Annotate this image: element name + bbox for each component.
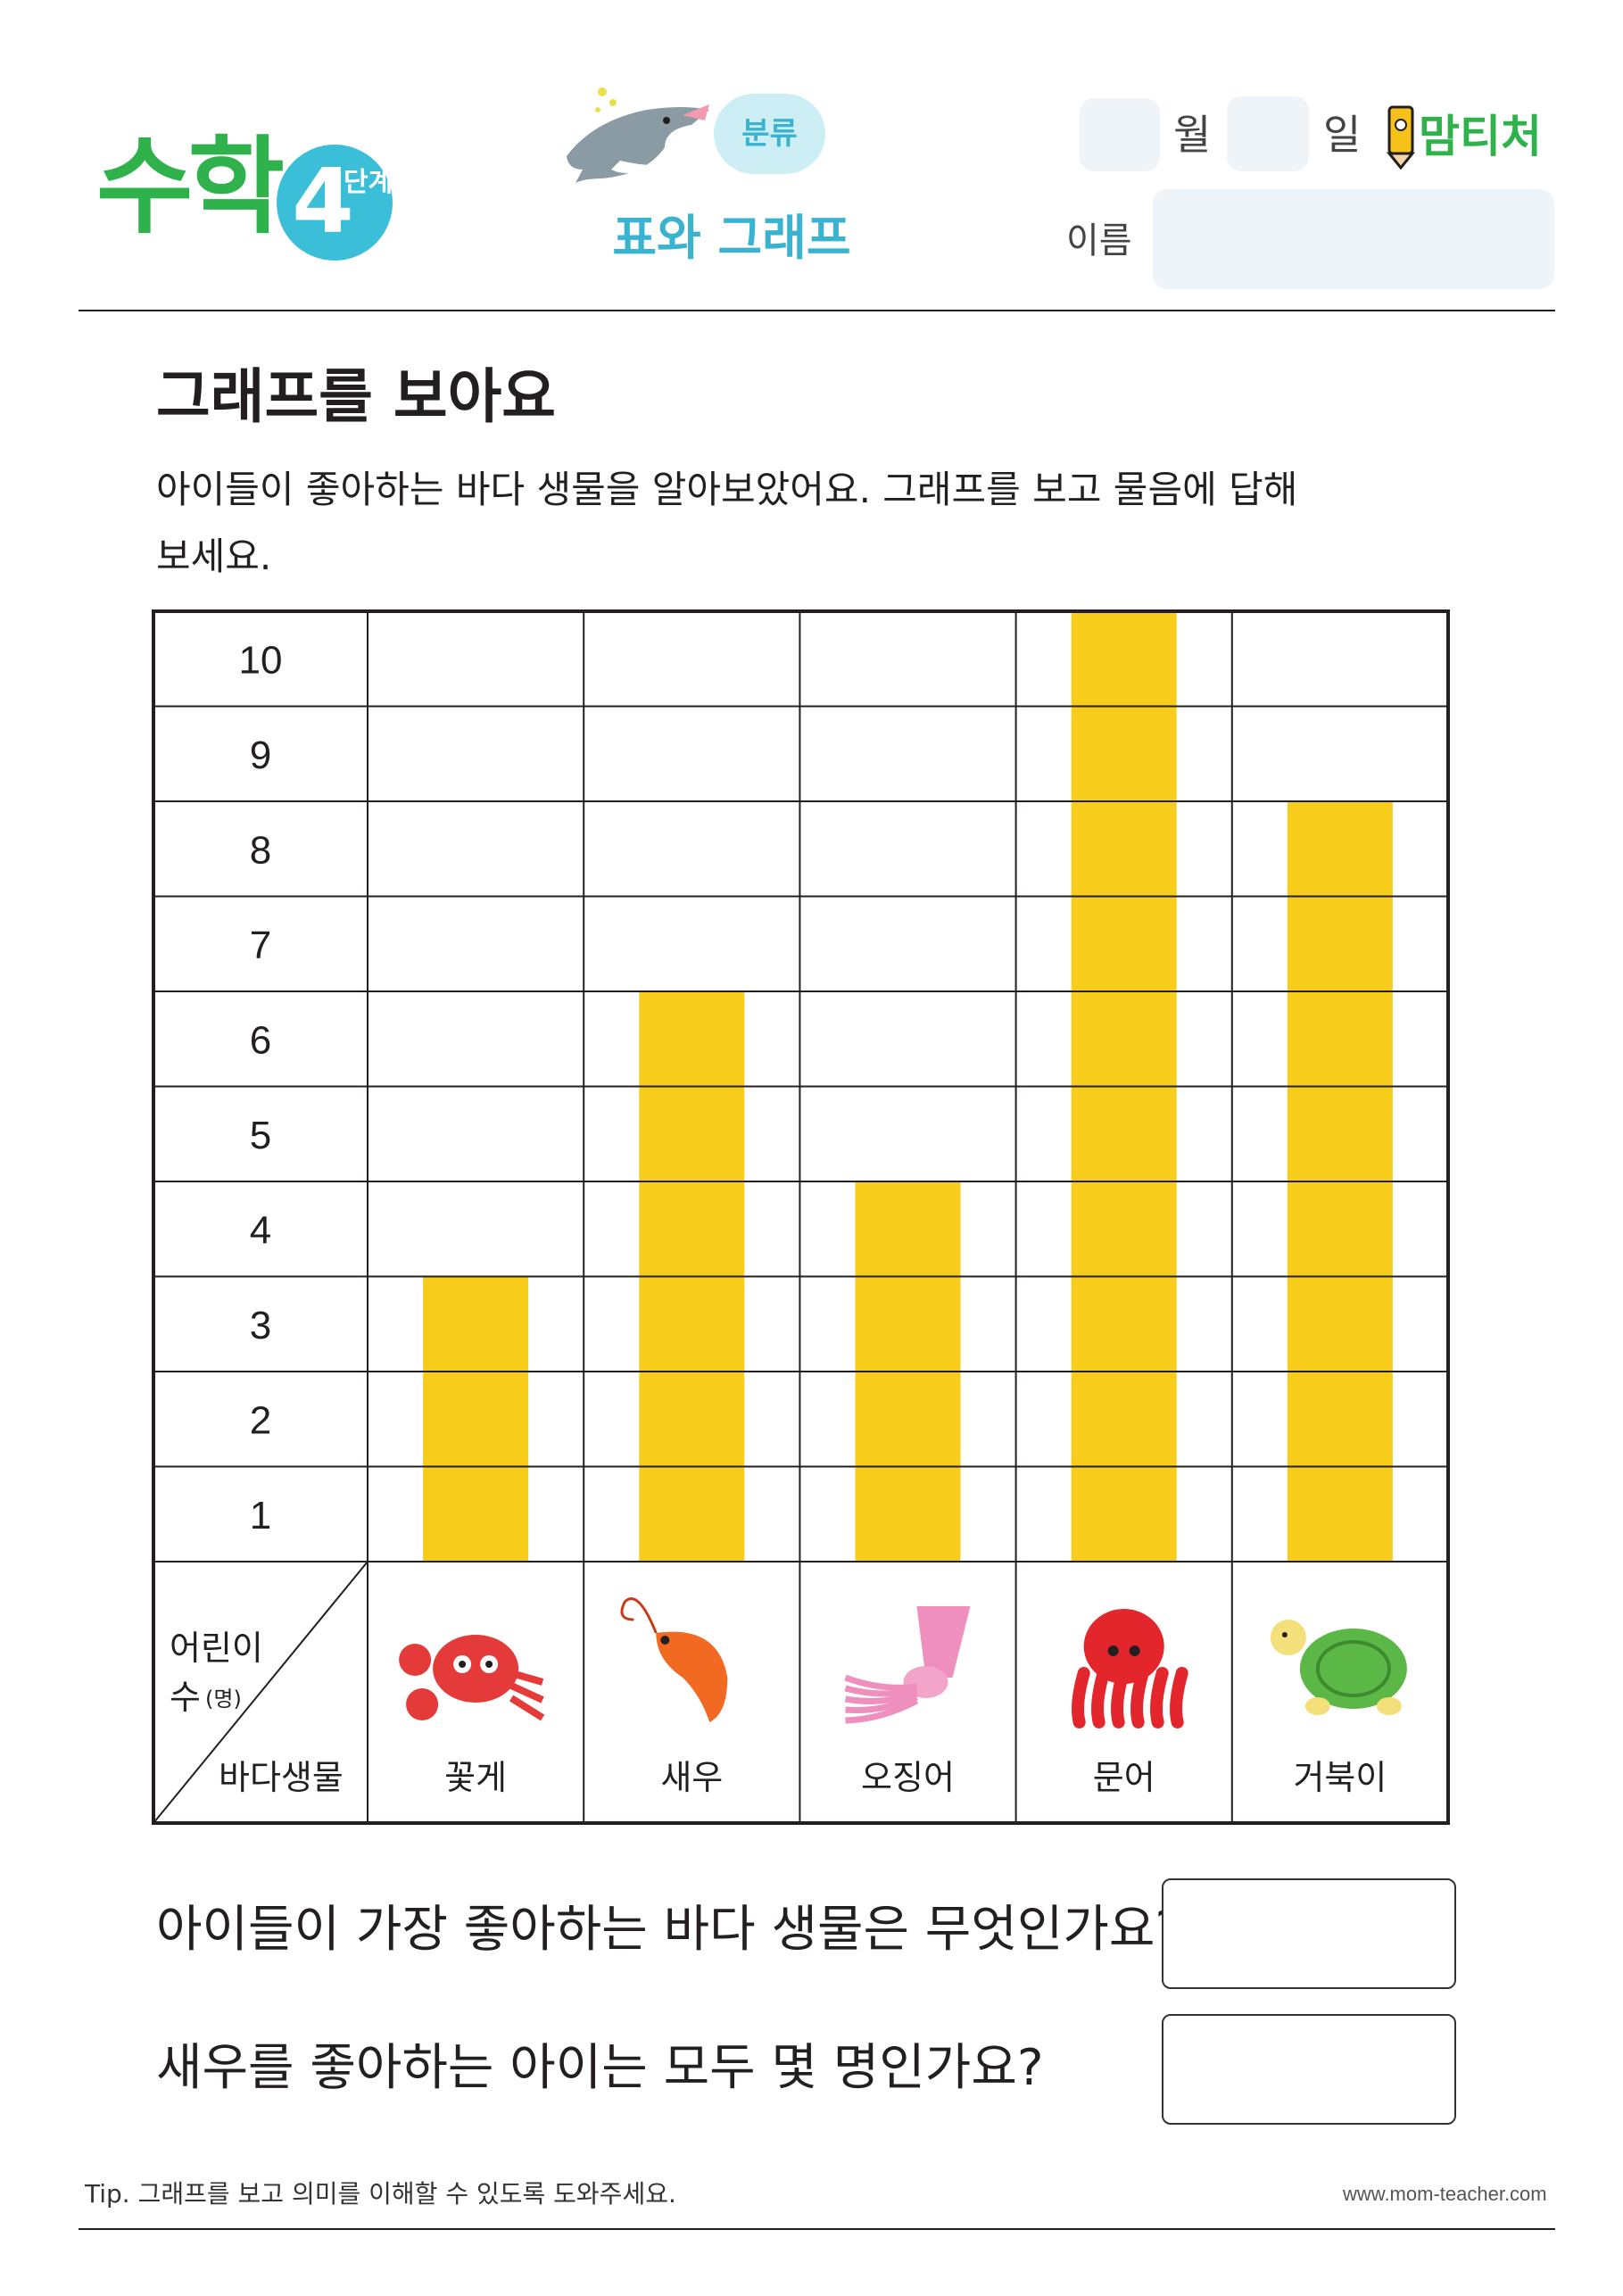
y-tick-label: 1 (250, 1494, 271, 1538)
x-axis-label: 바다생물 (219, 1758, 344, 1797)
website-link[interactable]: www.mom-teacher.com (1343, 2183, 1547, 2205)
logo-math: 수학 (96, 125, 285, 248)
month-input[interactable] (1080, 98, 1160, 171)
shrimp-icon (620, 1597, 728, 1722)
instruction-line-1: 아이들이 좋아하는 바다 생물을 알아보았어요. 그래프를 보고 물음에 답해 (156, 468, 1298, 511)
octopus-icon (1072, 1609, 1188, 1728)
instruction-line-2: 보세요. (156, 535, 272, 578)
turtle-icon (1270, 1620, 1407, 1715)
level-badge (277, 145, 393, 261)
topic-label: 분류 (741, 116, 798, 152)
category-label: 오징어 (861, 1758, 955, 1797)
y-tick-label: 4 (250, 1208, 271, 1252)
category-label: 거북이 (1293, 1758, 1387, 1797)
page-subtitle: 표와 그래프 (612, 210, 851, 266)
pencil-mascot-icon (1386, 105, 1416, 170)
y-axis-label-line2: 수 (170, 1678, 201, 1717)
y-tick-label: 9 (250, 734, 271, 777)
y-tick-label: 3 (250, 1304, 271, 1347)
answer-box-1[interactable] (1162, 1878, 1456, 1989)
topic-pill (714, 94, 825, 174)
category-label: 새우 (660, 1758, 723, 1797)
bar-1 (423, 1276, 529, 1562)
month-label: 월 (1173, 111, 1212, 159)
tip-text: Tip. 그래프를 보고 의미를 이해할 수 있도록 도와주세요. (85, 2179, 676, 2209)
y-tick-label: 8 (250, 828, 271, 872)
header-diagonal (153, 1561, 368, 1824)
brand-text: 맘티처 (1419, 111, 1542, 162)
y-tick-label: 7 (250, 924, 271, 967)
footer-divider (79, 2228, 1555, 2230)
name-input[interactable] (1153, 189, 1554, 289)
level-number: 4 (292, 149, 354, 253)
crab-icon (399, 1635, 545, 1721)
y-tick-label: 5 (250, 1114, 271, 1157)
y-axis-unit: (명) (205, 1687, 242, 1712)
answer-box-2[interactable] (1162, 2014, 1456, 2125)
category-label: 문어 (1093, 1758, 1155, 1797)
question-1: 아이들이 가장 좋아하는 바다 생물은 무엇인가요? (156, 1901, 1182, 1959)
y-tick-label: 2 (250, 1398, 271, 1442)
day-input[interactable] (1227, 96, 1309, 171)
category-label: 꽃게 (444, 1758, 507, 1797)
y-tick-label: 6 (250, 1018, 271, 1062)
dolphin-icon (567, 87, 709, 183)
day-label: 일 (1323, 111, 1362, 159)
brand-logo: 맘티처 (1386, 105, 1542, 170)
section-title: 그래프를 보아요 (156, 362, 557, 431)
squid-icon (844, 1606, 971, 1724)
header-divider (79, 310, 1555, 311)
level-word: 단계 (344, 167, 393, 198)
y-tick-label: 10 (239, 638, 283, 682)
chart-border (152, 609, 1450, 1825)
question-2: 새우를 좋아하는 아이는 모두 몇 명인가요? (156, 2039, 1044, 2097)
y-axis-label-line1: 어린이 (170, 1629, 263, 1668)
name-label: 이름 (1066, 220, 1132, 261)
